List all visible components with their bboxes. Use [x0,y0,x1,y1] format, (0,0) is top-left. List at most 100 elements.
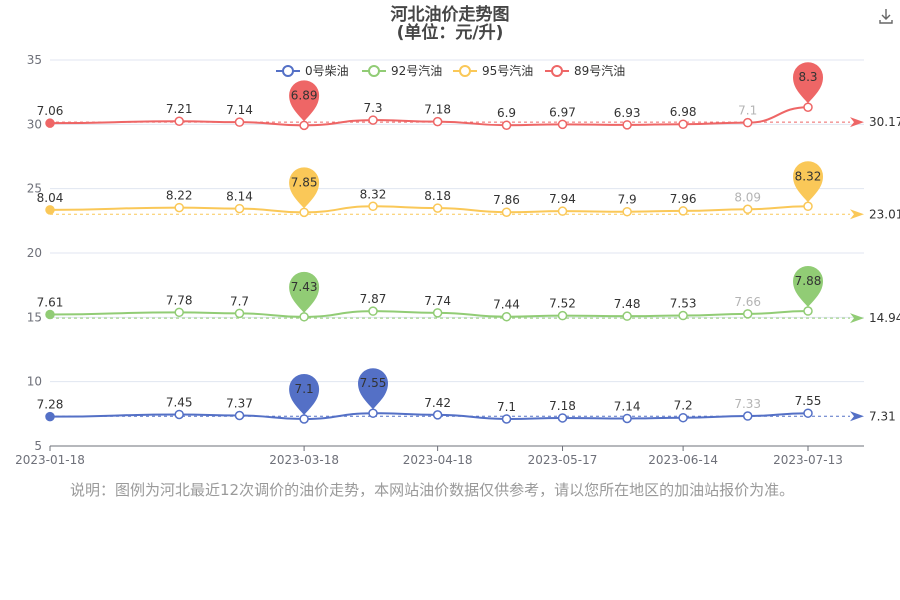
data-point[interactable] [678,119,688,129]
data-point[interactable] [742,309,753,319]
data-point[interactable] [174,307,184,318]
data-point[interactable] [368,306,378,316]
data-label: 7.96 [670,192,697,206]
data-point[interactable] [174,409,184,420]
data-label: 7.66 [734,295,761,309]
data-point[interactable] [501,311,512,322]
download-icon[interactable] [879,9,893,24]
legend-item-2[interactable]: 92号汽油 [362,63,442,78]
data-label: 7.48 [614,297,641,311]
data-point[interactable] [45,205,55,215]
data-point[interactable] [299,120,309,131]
avg-arrow [850,313,864,324]
data-label: 7.42 [424,396,451,410]
legend-label: 0号柴油 [305,64,349,78]
pin-label: 6.89 [291,88,318,102]
data-point[interactable] [174,116,184,126]
pin-shape [793,161,824,203]
data-label: 7.87 [360,292,387,306]
x-tick-label: 2023-07-13 [773,453,843,467]
data-label: 6.9 [497,106,516,120]
legend-item-1[interactable]: 0号柴油 [276,64,349,78]
data-point[interactable] [501,120,512,130]
data-point[interactable] [678,412,688,423]
pin-shape [289,167,320,209]
y-tick-label: 30 [27,117,42,131]
pin-marker: 7.43 [289,271,320,313]
pin-label: 8.3 [798,70,817,84]
data-point[interactable] [678,310,688,321]
data-point[interactable] [45,309,55,320]
data-point[interactable] [45,411,55,422]
axes: 5 10 15 20 25 30 35 2023-01-18 2023-03-18 2023-04… [15,53,864,467]
data-point[interactable] [368,408,378,418]
data-point[interactable] [45,118,55,128]
data-point[interactable] [557,310,568,321]
data-point[interactable] [742,117,753,128]
data-label: 7.86 [493,193,520,207]
data-label: 7.44 [493,298,520,312]
chart-note: 说明：图例为河北最近12次调价的油价走势，本网站油价数据仅供参考，请以您所在地区… [70,481,795,499]
labels-layer: 7.31 7.28 7.45 7.37 7.42 7.1 7.18 7.14 7.2 7.33 7.… [37,101,900,423]
avg-arrow [850,209,864,220]
data-point[interactable] [622,206,632,217]
data-point[interactable] [432,410,443,420]
data-point[interactable] [622,413,632,424]
data-label: 6.97 [549,105,576,119]
data-point[interactable] [557,413,568,423]
legend-item-4[interactable]: 89号汽油 [545,63,625,78]
x-tick-label: 2023-06-14 [648,453,718,467]
data-point[interactable] [234,117,245,127]
pin-marker: 6.89 [289,80,320,122]
data-label: 7.14 [614,399,641,413]
data-point[interactable] [501,207,512,217]
data-point[interactable] [803,306,813,316]
data-point[interactable] [432,116,443,127]
data-point[interactable] [622,120,632,130]
data-point[interactable] [368,201,378,212]
data-label: 8.18 [424,189,451,203]
legend-label: 95号汽油 [482,63,533,78]
data-label: 7.9 [618,193,637,207]
pin-label: 7.43 [291,280,318,294]
data-point[interactable] [803,102,813,112]
legend-marker [459,65,471,77]
pin-shape [289,373,320,415]
data-point[interactable] [234,203,245,214]
data-label: 8.14 [226,190,253,204]
data-point[interactable] [432,203,443,213]
data-label: 7.14 [226,103,253,117]
pin-shape [793,266,824,308]
pin-marker: 8.32 [793,161,824,203]
data-label: 7.21 [166,102,193,116]
data-point[interactable] [234,410,245,421]
data-point[interactable] [299,207,309,218]
pin-marker: 8.3 [793,62,824,104]
data-label: 7.45 [166,395,193,409]
legend-marker [368,65,380,77]
avg-arrow [850,117,864,128]
data-point[interactable] [557,119,568,130]
data-point[interactable] [174,202,184,213]
pin-marker: 7.88 [793,266,824,308]
data-point[interactable] [803,201,813,212]
legend-marker [551,65,563,77]
data-point[interactable] [368,115,378,125]
legend-item-3[interactable]: 95号汽油 [453,63,533,78]
data-point[interactable] [299,414,309,424]
data-point[interactable] [299,312,309,322]
data-label: 7.94 [549,192,576,206]
data-point[interactable] [803,408,813,418]
data-label: 7.55 [795,394,822,408]
data-point[interactable] [432,308,443,318]
pin-label: 7.88 [795,274,822,288]
data-point[interactable] [622,311,632,321]
data-point[interactable] [678,206,688,216]
pin-label: 7.55 [360,376,387,390]
data-point[interactable] [501,414,512,424]
data-point[interactable] [742,411,753,421]
data-point[interactable] [234,308,245,319]
data-point[interactable] [557,206,568,216]
data-point[interactable] [742,204,753,215]
